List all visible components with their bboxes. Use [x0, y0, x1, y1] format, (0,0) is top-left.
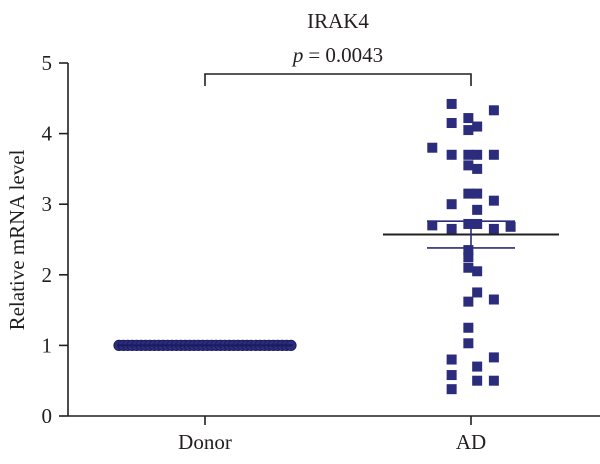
chart-title: IRAK4	[307, 9, 369, 33]
ad-point	[446, 370, 457, 381]
summary-lines	[117, 220, 559, 347]
ad-point	[463, 252, 474, 263]
ad-point	[472, 204, 483, 215]
y-tick-label: 5	[42, 51, 53, 75]
ad-point	[488, 375, 499, 386]
ad-point	[472, 188, 483, 199]
y-ticks: 0 1 2 3 4 5	[42, 51, 68, 428]
ad-point	[472, 121, 483, 132]
x-tick-label: AD	[456, 430, 486, 454]
ad-point	[463, 125, 474, 136]
ad-point	[446, 149, 457, 160]
ad-point	[472, 361, 483, 372]
ad-point	[463, 262, 474, 273]
ad-point	[446, 199, 457, 210]
data-points	[113, 98, 516, 395]
ad-point	[463, 338, 474, 349]
ad-point	[446, 384, 457, 395]
ad-point	[446, 118, 457, 129]
ad-point	[488, 223, 499, 234]
y-tick-label: 1	[42, 333, 53, 357]
y-tick-label: 4	[42, 122, 53, 146]
ad-point	[505, 221, 516, 232]
ad-point	[427, 142, 438, 153]
ad-point	[488, 149, 499, 160]
ad-point	[472, 218, 483, 229]
ad-point	[463, 218, 474, 229]
ad-point	[463, 296, 474, 307]
y-tick-label: 0	[42, 404, 53, 428]
ad-point	[446, 223, 457, 234]
ad-point	[472, 287, 483, 298]
ad-point	[472, 149, 483, 160]
p-value-symbol: p	[291, 43, 304, 67]
ad-point	[488, 294, 499, 305]
significance-bracket	[204, 73, 472, 86]
ad-point	[463, 188, 474, 199]
ad-point	[488, 352, 499, 363]
ad-point	[488, 105, 499, 116]
ad-point	[472, 163, 483, 174]
ad-point	[446, 354, 457, 365]
y-tick-label: 2	[42, 263, 53, 287]
y-tick-label: 3	[42, 192, 53, 216]
ad-point	[463, 149, 474, 160]
ad-point	[463, 160, 474, 171]
ad-point	[472, 266, 483, 277]
y-axis-label: Relative mRNA level	[5, 149, 29, 330]
ad-point	[488, 195, 499, 206]
ad-point	[427, 220, 438, 231]
p-value-text: = 0.0043	[308, 43, 383, 67]
ad-point	[463, 113, 474, 124]
x-tick-label: Donor	[178, 430, 232, 454]
x-ticks: Donor AD	[178, 416, 486, 454]
ad-point	[463, 322, 474, 333]
ad-point	[446, 98, 457, 109]
p-value-annotation: p = 0.0043	[291, 43, 383, 67]
ad-point	[472, 375, 483, 386]
ad-point	[463, 245, 474, 256]
